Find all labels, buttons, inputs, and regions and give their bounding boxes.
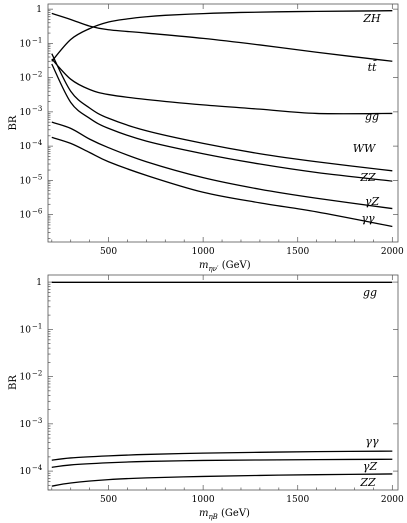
y-tick-exponent: −5 bbox=[32, 173, 42, 181]
y-tick-exponent: −6 bbox=[32, 208, 43, 216]
y-tick-label: 10 bbox=[20, 108, 32, 118]
series-label: tt̄ bbox=[368, 61, 378, 74]
y-tick-label: 1 bbox=[36, 5, 42, 15]
series-label: γγ bbox=[365, 435, 379, 448]
y-tick-exponent: −3 bbox=[32, 417, 42, 425]
series-line-γγ bbox=[51, 136, 393, 228]
chart-panel-1: 500 1000 1500 2000110−110−210−310−410−510−6… bbox=[8, 3, 404, 273]
series-line-ZH bbox=[51, 10, 393, 62]
y-tick-exponent: −4 bbox=[32, 464, 43, 472]
y-tick-label: 10 bbox=[20, 420, 32, 430]
y-tick-label: 1 bbox=[36, 278, 42, 288]
plot-frame bbox=[47, 3, 399, 243]
y-tick-exponent: −1 bbox=[32, 36, 42, 44]
series-line-WW bbox=[51, 53, 393, 172]
series-label: γZ bbox=[363, 460, 378, 473]
x-tick-label: 500 bbox=[100, 247, 117, 257]
x-tick-label: 1000 bbox=[192, 495, 215, 505]
x-tick-label: 1500 bbox=[286, 247, 309, 257]
series-line-ZZ bbox=[51, 63, 393, 182]
x-tick-label: 500 bbox=[100, 495, 117, 505]
series-line-γZ bbox=[51, 458, 393, 469]
series-line-ZZ bbox=[51, 473, 393, 487]
x-tick-label: 1500 bbox=[286, 495, 309, 505]
x-axis-label: mηB (GeV) bbox=[199, 508, 250, 521]
y-tick-label: 10 bbox=[20, 211, 32, 221]
series-label: ZH bbox=[362, 12, 381, 25]
plot-frame bbox=[47, 274, 399, 491]
series-line-gg bbox=[51, 58, 393, 115]
y-tick-label: 10 bbox=[20, 467, 32, 477]
y-tick-label: 10 bbox=[20, 74, 32, 84]
series-line-tt̄ bbox=[51, 12, 393, 62]
y-axis-label: BR bbox=[8, 375, 19, 390]
y-tick-label: 10 bbox=[20, 176, 32, 186]
series-label: γZ bbox=[365, 195, 380, 208]
series-label: gg bbox=[363, 286, 377, 299]
x-tick-label: 1000 bbox=[192, 247, 215, 257]
y-tick-exponent: −3 bbox=[32, 105, 42, 113]
series-line-γγ bbox=[51, 450, 393, 461]
y-tick-label: 10 bbox=[20, 325, 32, 335]
series-label: γγ bbox=[361, 212, 375, 225]
y-tick-exponent: −2 bbox=[32, 370, 42, 378]
x-tick-label: 2000 bbox=[381, 247, 404, 257]
series-line-γZ bbox=[51, 121, 393, 210]
series-label: ZZ bbox=[359, 171, 376, 184]
series-label: WW bbox=[353, 142, 377, 155]
x-axis-label: mην′ (GeV) bbox=[199, 260, 251, 273]
y-tick-exponent: −2 bbox=[32, 71, 42, 79]
series-label: ZZ bbox=[359, 476, 376, 489]
series-label: gg bbox=[365, 110, 379, 123]
y-tick-label: 10 bbox=[20, 373, 32, 383]
y-tick-exponent: −4 bbox=[32, 139, 43, 147]
y-tick-label: 10 bbox=[20, 142, 32, 152]
y-tick-label: 10 bbox=[20, 39, 32, 49]
y-axis-label: BR bbox=[8, 115, 19, 130]
y-tick-exponent: −1 bbox=[32, 322, 42, 330]
x-tick-label: 2000 bbox=[381, 495, 404, 505]
